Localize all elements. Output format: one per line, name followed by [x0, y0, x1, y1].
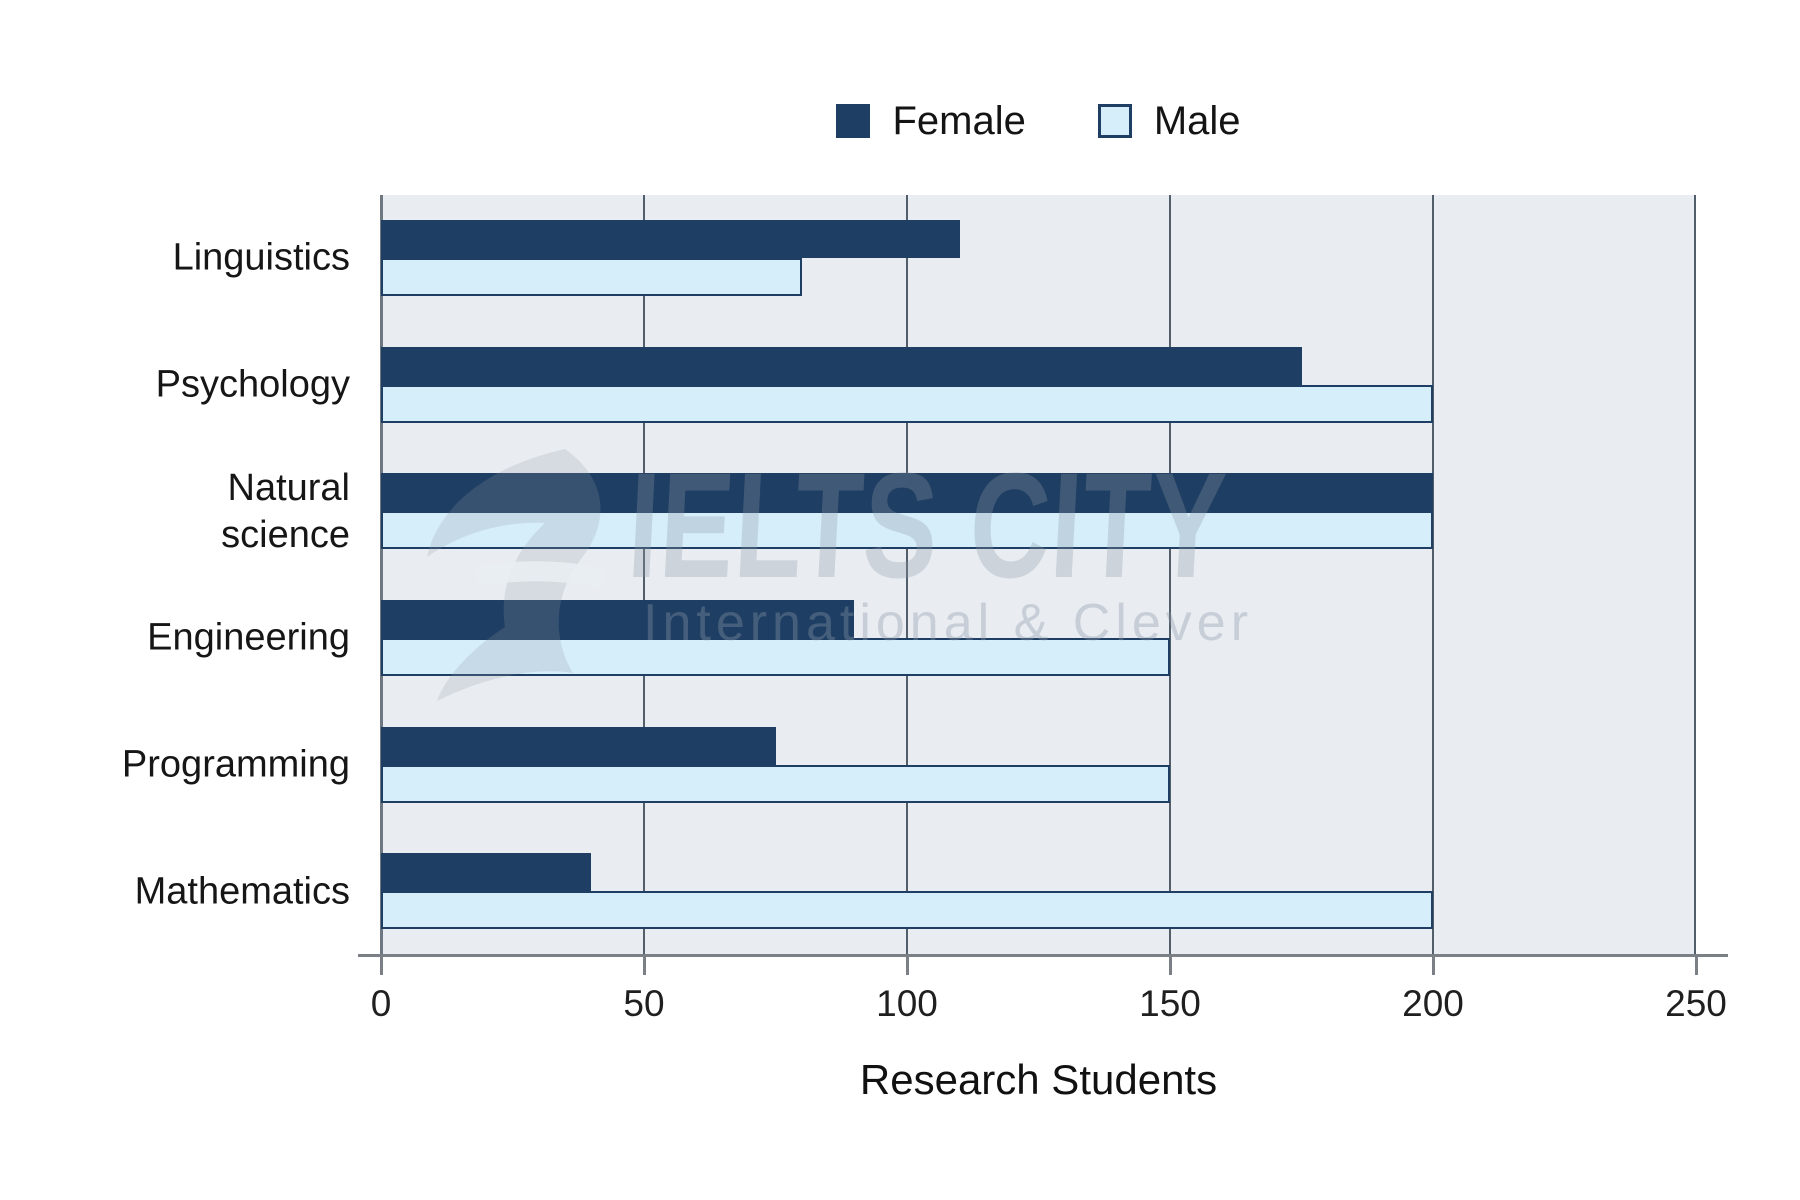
category-label-line: Engineering [147, 616, 350, 659]
bar-male-engineering [381, 638, 1170, 676]
category-label-line: Programming [121, 743, 350, 786]
legend-swatch-male [1097, 104, 1132, 138]
category-label-line: science [221, 513, 350, 556]
bar-male-linguistics [381, 258, 802, 296]
x-tick-250 [1695, 954, 1698, 975]
category-row-psychology [381, 322, 1696, 449]
category-label-line: Psychology [155, 363, 350, 406]
bar-male-programming [381, 764, 1170, 803]
bar-male-mathematics [381, 891, 1433, 930]
bar-female-linguistics [381, 220, 960, 258]
category-label-line: Linguistics [172, 236, 350, 279]
bar-male-psychology [381, 384, 1433, 423]
x-tick-label-150: 150 [1139, 983, 1201, 1024]
bar-male-natural-science [381, 511, 1433, 550]
category-label-line: Mathematics [134, 870, 350, 913]
x-tick-50 [643, 954, 646, 975]
category-label-programming: Programming [0, 741, 350, 788]
x-axis-tick-labels: 0 50 100 150 200 250 [371, 983, 1727, 1029]
gridline-200 [1432, 195, 1434, 955]
category-row-linguistics [381, 195, 1696, 322]
x-tick-100 [906, 954, 909, 975]
legend-label-female: Female [892, 98, 1026, 143]
legend-swatch-female [836, 104, 871, 138]
category-label-engineering: Engineering [0, 615, 350, 662]
x-tick-150 [1169, 954, 1172, 975]
legend-item-female: Female [836, 98, 1026, 144]
plot-area: IELTS CITY International & Clever [380, 195, 1696, 955]
category-row-programming [381, 702, 1696, 829]
x-axis-line [358, 954, 1728, 957]
bar-female-programming [381, 726, 776, 765]
legend-label-male: Male [1153, 98, 1241, 143]
category-label-psychology: Psychology [0, 361, 350, 408]
gridline-250 [1694, 195, 1696, 955]
bar-female-mathematics [381, 853, 592, 892]
gridline-100 [906, 195, 908, 955]
x-tick-0 [380, 954, 383, 975]
bar-female-engineering [381, 600, 855, 638]
x-tick-200 [1432, 954, 1435, 975]
legend: Female Male [381, 99, 1696, 143]
category-row-natural-science [381, 448, 1696, 575]
x-tick-label-250: 250 [1665, 983, 1727, 1024]
category-label-mathematics: Mathematics [0, 868, 350, 915]
legend-item-male: Male [1097, 98, 1241, 144]
y-axis-spine [380, 195, 383, 955]
category-row-engineering [381, 575, 1696, 702]
category-label-line: Natural [227, 466, 351, 509]
y-axis-labels: Linguistics Psychology Natural science Engin… [0, 195, 350, 955]
bar-female-natural-science [381, 473, 1433, 512]
x-axis-title: Research Students [859, 1056, 1218, 1103]
category-label-linguistics: Linguistics [0, 235, 350, 282]
x-tick-label-200: 200 [1402, 983, 1464, 1024]
x-tick-label-100: 100 [876, 983, 938, 1024]
x-tick-label-0: 0 [370, 983, 392, 1024]
gridline-50 [643, 195, 645, 955]
gridline-150 [1169, 195, 1171, 955]
category-label-natural-science: Natural science [0, 465, 350, 559]
bar-female-psychology [381, 346, 1302, 385]
category-row-mathematics [381, 828, 1696, 955]
x-tick-label-50: 50 [623, 983, 665, 1024]
